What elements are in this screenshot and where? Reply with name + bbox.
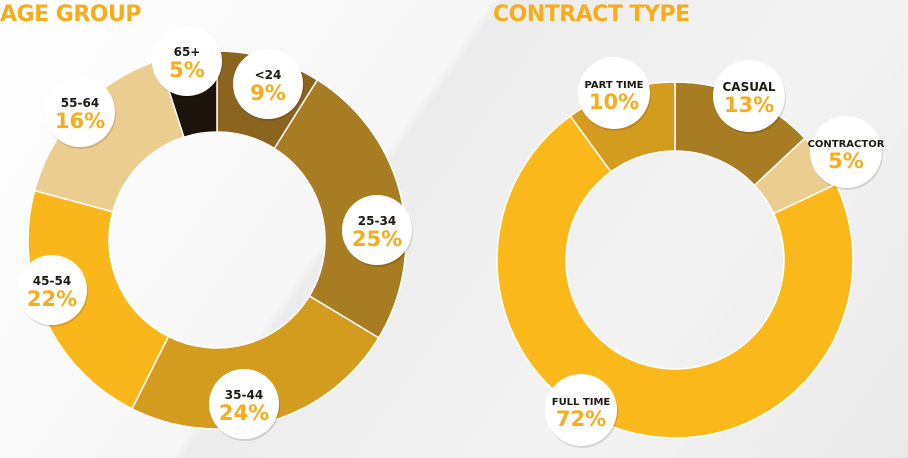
category-label: CONTRACTOR bbox=[808, 139, 885, 150]
age-slice-45-54 bbox=[27, 189, 170, 410]
age-slice-35-44 bbox=[130, 294, 380, 430]
bubble-circle bbox=[578, 57, 650, 129]
bubble-circle bbox=[713, 60, 785, 132]
bubble-circle bbox=[152, 26, 222, 96]
value-label: 72% bbox=[556, 407, 606, 431]
bubble-circle bbox=[342, 195, 412, 265]
value-label: 5% bbox=[828, 149, 864, 173]
category-label: PART TIME bbox=[584, 80, 643, 91]
bubble-circle bbox=[209, 369, 279, 439]
value-label: 10% bbox=[589, 90, 639, 114]
category-label: 25-34 bbox=[358, 214, 396, 228]
value-label: 5% bbox=[169, 58, 205, 82]
value-label: 16% bbox=[55, 109, 105, 133]
age-slice-25-34 bbox=[273, 78, 407, 339]
bubble-circle bbox=[545, 374, 617, 446]
age-group-title: AGE GROUP bbox=[0, 2, 141, 27]
value-label: 9% bbox=[250, 81, 286, 105]
category-label: 65+ bbox=[174, 45, 201, 59]
category-label: 45-54 bbox=[33, 274, 71, 288]
contract-type-title: CONTRACT TYPE bbox=[493, 2, 690, 27]
value-label: 22% bbox=[27, 287, 77, 311]
bubble-circle bbox=[810, 116, 882, 188]
value-label: 25% bbox=[352, 227, 402, 251]
age-label-bubble-24: <249% bbox=[233, 49, 304, 121]
age-label-bubble-65: 65+5% bbox=[152, 26, 223, 98]
bubble-circle bbox=[17, 255, 87, 325]
category-label: FULL TIME bbox=[552, 397, 611, 408]
contract-slice-full-time bbox=[496, 114, 854, 439]
category-label: 55-64 bbox=[61, 96, 99, 110]
value-label: 13% bbox=[724, 93, 774, 117]
category-label: 35-44 bbox=[225, 388, 263, 402]
value-label: 24% bbox=[219, 401, 269, 425]
bubble-circle bbox=[45, 77, 115, 147]
bubble-circle bbox=[233, 49, 303, 119]
category-label: <24 bbox=[255, 68, 282, 82]
category-label: CASUAL bbox=[722, 80, 775, 94]
